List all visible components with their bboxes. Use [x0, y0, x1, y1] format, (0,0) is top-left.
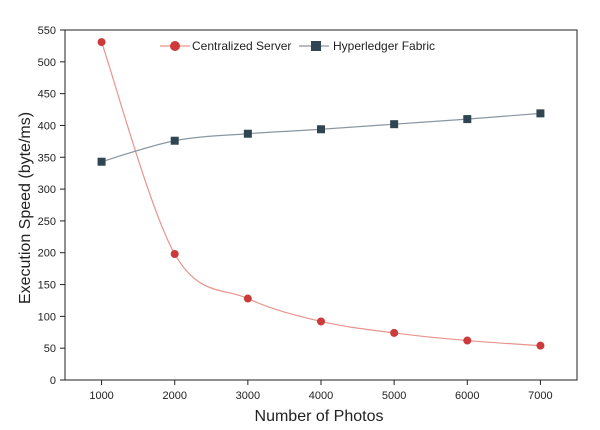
y-tick-label: 250 — [38, 216, 56, 228]
data-point — [317, 125, 325, 134]
legend-label: Centralized Server — [192, 39, 291, 53]
series-hyperledger-fabric — [97, 109, 545, 166]
x-tick-label: 4000 — [309, 390, 333, 402]
y-tick-label: 300 — [38, 184, 56, 196]
data-point — [463, 336, 472, 345]
data-point — [97, 157, 106, 166]
y-tick-label: 450 — [38, 89, 56, 101]
data-point — [390, 328, 399, 337]
legend-item: Hyperledger Fabric — [299, 39, 435, 53]
data-point — [536, 109, 545, 118]
y-tick-label: 100 — [38, 311, 56, 323]
series-layer — [97, 38, 545, 350]
x-tick-label: 2000 — [162, 390, 186, 402]
data-point — [317, 317, 325, 326]
data-point — [243, 129, 252, 138]
x-tick-label: 3000 — [236, 390, 260, 402]
legend-marker — [170, 41, 180, 51]
y-tick-label: 350 — [38, 152, 56, 164]
y-axis-ticks: 0 50 100 150 200 250 300 350 400 450 500 550 — [38, 25, 65, 387]
legend-marker — [311, 41, 321, 51]
x-tick-label: 6000 — [455, 390, 479, 402]
y-tick-label: 200 — [38, 248, 56, 260]
series-centralized-server — [97, 38, 545, 350]
y-tick-label: 150 — [38, 280, 56, 292]
y-tick-label: 400 — [38, 120, 56, 132]
data-point — [97, 38, 106, 47]
y-tick-label: 50 — [44, 343, 56, 355]
y-axis-title: Execution Speed (byte/ms) — [17, 112, 34, 304]
legend: Centralized Server Hyperledger Fabric — [160, 39, 435, 53]
data-point — [390, 120, 399, 129]
legend-label: Hyperledger Fabric — [333, 39, 435, 53]
data-point — [170, 250, 179, 258]
x-axis-title: Number of Photos — [255, 408, 384, 425]
legend-item: Centralized Server — [160, 39, 291, 53]
x-tick-label: 1000 — [89, 390, 113, 402]
x-tick-label: 5000 — [382, 390, 406, 402]
y-tick-label: 0 — [50, 375, 56, 387]
x-tick-label: 7000 — [528, 390, 552, 402]
series-line — [101, 41, 541, 347]
y-tick-label: 550 — [38, 25, 56, 37]
data-point — [243, 294, 252, 303]
data-point — [536, 341, 545, 350]
y-tick-label: 500 — [38, 57, 56, 69]
x-axis-ticks: 1000 2000 3000 4000 5000 6000 7000 — [89, 380, 553, 402]
data-point — [170, 136, 179, 145]
data-point — [463, 115, 472, 124]
